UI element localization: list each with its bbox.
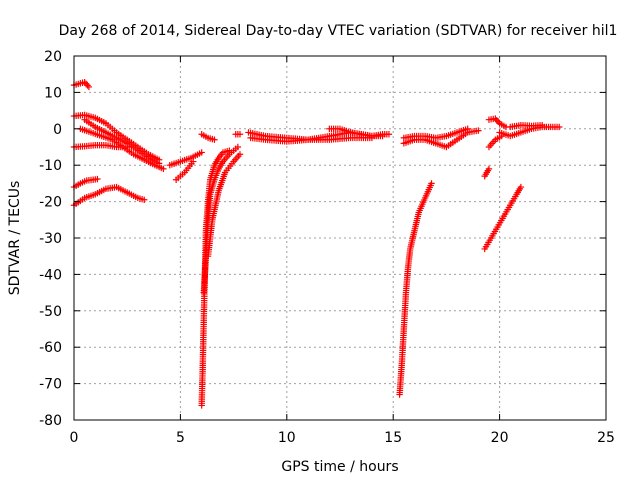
- y-tick-label: 0: [53, 122, 62, 138]
- series-s9: [172, 158, 197, 183]
- data-point: [485, 165, 493, 173]
- data-point: [428, 180, 435, 187]
- data-point: [234, 143, 242, 151]
- series-s3: [81, 116, 163, 167]
- series-s12: [204, 151, 244, 260]
- data-point: [198, 149, 205, 156]
- series-s22: [481, 183, 525, 253]
- x-axis-label: GPS time / hours: [281, 459, 398, 475]
- x-tick-label: 25: [597, 430, 615, 446]
- y-tick-label: -70: [39, 377, 62, 393]
- x-tick-label: 5: [176, 430, 185, 446]
- series-s1: [70, 79, 93, 91]
- data-point: [385, 131, 393, 138]
- series-s26: [507, 121, 546, 131]
- series-s6: [70, 175, 101, 191]
- series-s17: [326, 125, 393, 140]
- data-point: [517, 183, 525, 191]
- series-s24: [485, 115, 510, 131]
- series-s11: [200, 143, 242, 296]
- y-tick-label: 10: [44, 85, 62, 101]
- y-tick-label: 20: [44, 49, 62, 65]
- series-s13: [198, 131, 218, 143]
- ticks-layer: 0 5 10 15 20 25 20 10 0 -10 -20 -30 -40 -50 -60 -70 -80: [39, 49, 615, 446]
- series-s18: [396, 180, 435, 398]
- data-point: [538, 121, 546, 129]
- x-tick-label: 20: [491, 430, 509, 446]
- y-tick-label: -20: [39, 195, 62, 211]
- data-point: [464, 125, 471, 132]
- y-tick-label: -50: [39, 304, 62, 320]
- data-point: [236, 131, 244, 138]
- y-tick-label: -30: [39, 231, 62, 247]
- chart-title: Day 268 of 2014, Sidereal Day-to-day VTE…: [59, 23, 618, 39]
- data-point: [141, 196, 148, 203]
- series-s20: [400, 125, 471, 142]
- y-tick-label: -40: [39, 267, 62, 283]
- series-s8: [166, 149, 205, 169]
- data-point: [189, 158, 197, 165]
- data-point: [85, 83, 93, 91]
- x-tick-label: 10: [278, 430, 296, 446]
- data-point: [555, 123, 563, 131]
- y-tick-label: -10: [39, 158, 62, 174]
- data-point: [160, 165, 167, 173]
- series-s7: [70, 183, 148, 209]
- series-s15: [245, 129, 386, 143]
- plot-frame: [73, 55, 607, 421]
- data-point: [94, 175, 101, 183]
- data-point: [475, 127, 482, 134]
- x-tick-label: 0: [70, 430, 79, 446]
- x-tick-label: 15: [384, 430, 402, 446]
- data-point: [211, 136, 218, 143]
- series-s19: [400, 127, 482, 151]
- data-point: [236, 151, 244, 158]
- y-tick-label: -60: [39, 340, 62, 356]
- y-axis-label: SDTVAR / TECUs: [7, 181, 23, 296]
- data-point: [124, 143, 131, 151]
- series-s14: [232, 131, 244, 138]
- grid-layer: [74, 56, 606, 420]
- y-tick-label: -80: [39, 413, 62, 429]
- series-s21: [481, 165, 493, 180]
